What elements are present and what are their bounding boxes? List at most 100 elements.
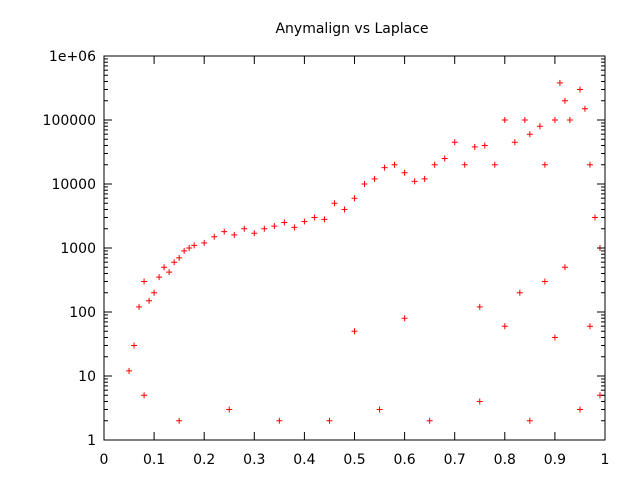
y-tick-label: 1000 (60, 241, 96, 257)
scatter-point (501, 117, 508, 123)
scatter-point (136, 303, 143, 310)
x-tick-label: 0.6 (393, 452, 415, 468)
scatter-point (576, 406, 583, 413)
scatter-point (231, 231, 238, 238)
scatter-point (461, 161, 468, 168)
scatter-point (226, 406, 233, 413)
scatter-point (261, 225, 268, 232)
scatter-point (241, 225, 248, 232)
x-tick-label: 0.8 (494, 452, 516, 468)
scatter-point (586, 323, 593, 330)
scatter-point (351, 328, 358, 335)
scatter-point (131, 342, 138, 349)
scatter-point (551, 117, 558, 123)
scatter-point (556, 79, 563, 86)
scatter-point (566, 117, 573, 123)
scatter-point (501, 323, 508, 330)
plot-frame (103, 55, 606, 441)
scatter-point (291, 224, 298, 231)
scatter-point (411, 178, 418, 185)
scatter-point (176, 417, 183, 424)
scatter-point (491, 161, 498, 168)
x-axis: 0 0.1 0.2 0.3 0.4 0.5 0.6 0.7 0.8 0.9 1 (100, 56, 610, 468)
scatter-point (591, 214, 598, 221)
scatter-point (476, 398, 483, 405)
scatter-point (166, 269, 173, 276)
x-tick-label: 0.3 (243, 452, 265, 468)
scatter-point (201, 239, 208, 246)
scatter-point (511, 139, 518, 146)
scatter-point (521, 117, 528, 123)
scatter-point (426, 417, 433, 424)
scatter-point (281, 219, 288, 226)
scatter-point (351, 195, 358, 202)
scatter-point (171, 259, 178, 266)
scatter-point (471, 143, 478, 150)
scatter-point (526, 417, 533, 424)
scatter-point (541, 161, 548, 168)
scatter-points (126, 79, 603, 424)
scatter-point (421, 175, 428, 182)
y-tick-label: 1 (87, 433, 96, 449)
x-tick-label: 0.4 (293, 452, 315, 468)
scatter-point (526, 131, 533, 138)
y-axis: 1 10 100 1000 10000 100000 1e+06 (43, 49, 605, 449)
scatter-point (301, 218, 308, 225)
scatter-point (401, 169, 408, 176)
scatter-point (176, 254, 183, 261)
x-tick-label: 0.1 (143, 452, 165, 468)
scatter-point (186, 245, 193, 251)
scatter-point (276, 417, 283, 424)
scatter-point (141, 392, 148, 399)
scatter-point (561, 264, 568, 271)
scatter-point (391, 161, 398, 168)
x-tick-label: 0.9 (544, 452, 566, 468)
scatter-point (551, 334, 558, 341)
scatter-point (581, 105, 588, 112)
scatter-point (181, 247, 188, 254)
x-tick-label: 0 (100, 452, 109, 468)
x-tick-label: 0.7 (444, 452, 466, 468)
scatter-point (321, 216, 328, 223)
scatter-point (341, 206, 348, 213)
scatter-point (361, 181, 368, 187)
scatter-point (126, 367, 133, 374)
scatter-point (311, 214, 318, 221)
scatter-point (331, 200, 338, 207)
scatter-point (576, 86, 583, 93)
scatter-point (541, 278, 548, 285)
scatter-point (146, 297, 153, 304)
scatter-point (536, 123, 543, 130)
scatter-point (376, 406, 383, 413)
scatter-point (516, 289, 523, 296)
scatter-point (476, 303, 483, 310)
scatter-point (161, 264, 168, 271)
scatter-point (441, 155, 448, 162)
scatter-point (561, 97, 568, 104)
scatter-point (191, 242, 198, 249)
scatter-point (251, 230, 258, 237)
scatter-point (151, 289, 158, 296)
scatter-point (401, 315, 408, 322)
y-tick-label: 10 (78, 369, 96, 385)
x-tick-label: 0.2 (193, 452, 215, 468)
y-tick-label: 100000 (43, 113, 96, 129)
scatter-point (431, 161, 438, 168)
scatter-point (156, 274, 163, 281)
x-tick-label: 1 (601, 452, 610, 468)
y-tick-label: 100 (69, 305, 96, 321)
x-tick-label: 0.5 (343, 452, 365, 468)
scatter-point (451, 139, 458, 146)
scatter-point (326, 417, 333, 424)
scatter-point (381, 164, 388, 171)
scatter-point (141, 278, 148, 285)
scatter-point (481, 142, 488, 149)
scatter-point (271, 223, 278, 230)
scatter-point (371, 175, 378, 182)
chart-title: Anymalign vs Laplace (275, 21, 428, 37)
y-tick-label: 10000 (51, 177, 96, 193)
scatter-point (221, 228, 228, 235)
scatter-point (211, 233, 218, 240)
y-tick-label: 1e+06 (49, 49, 96, 65)
